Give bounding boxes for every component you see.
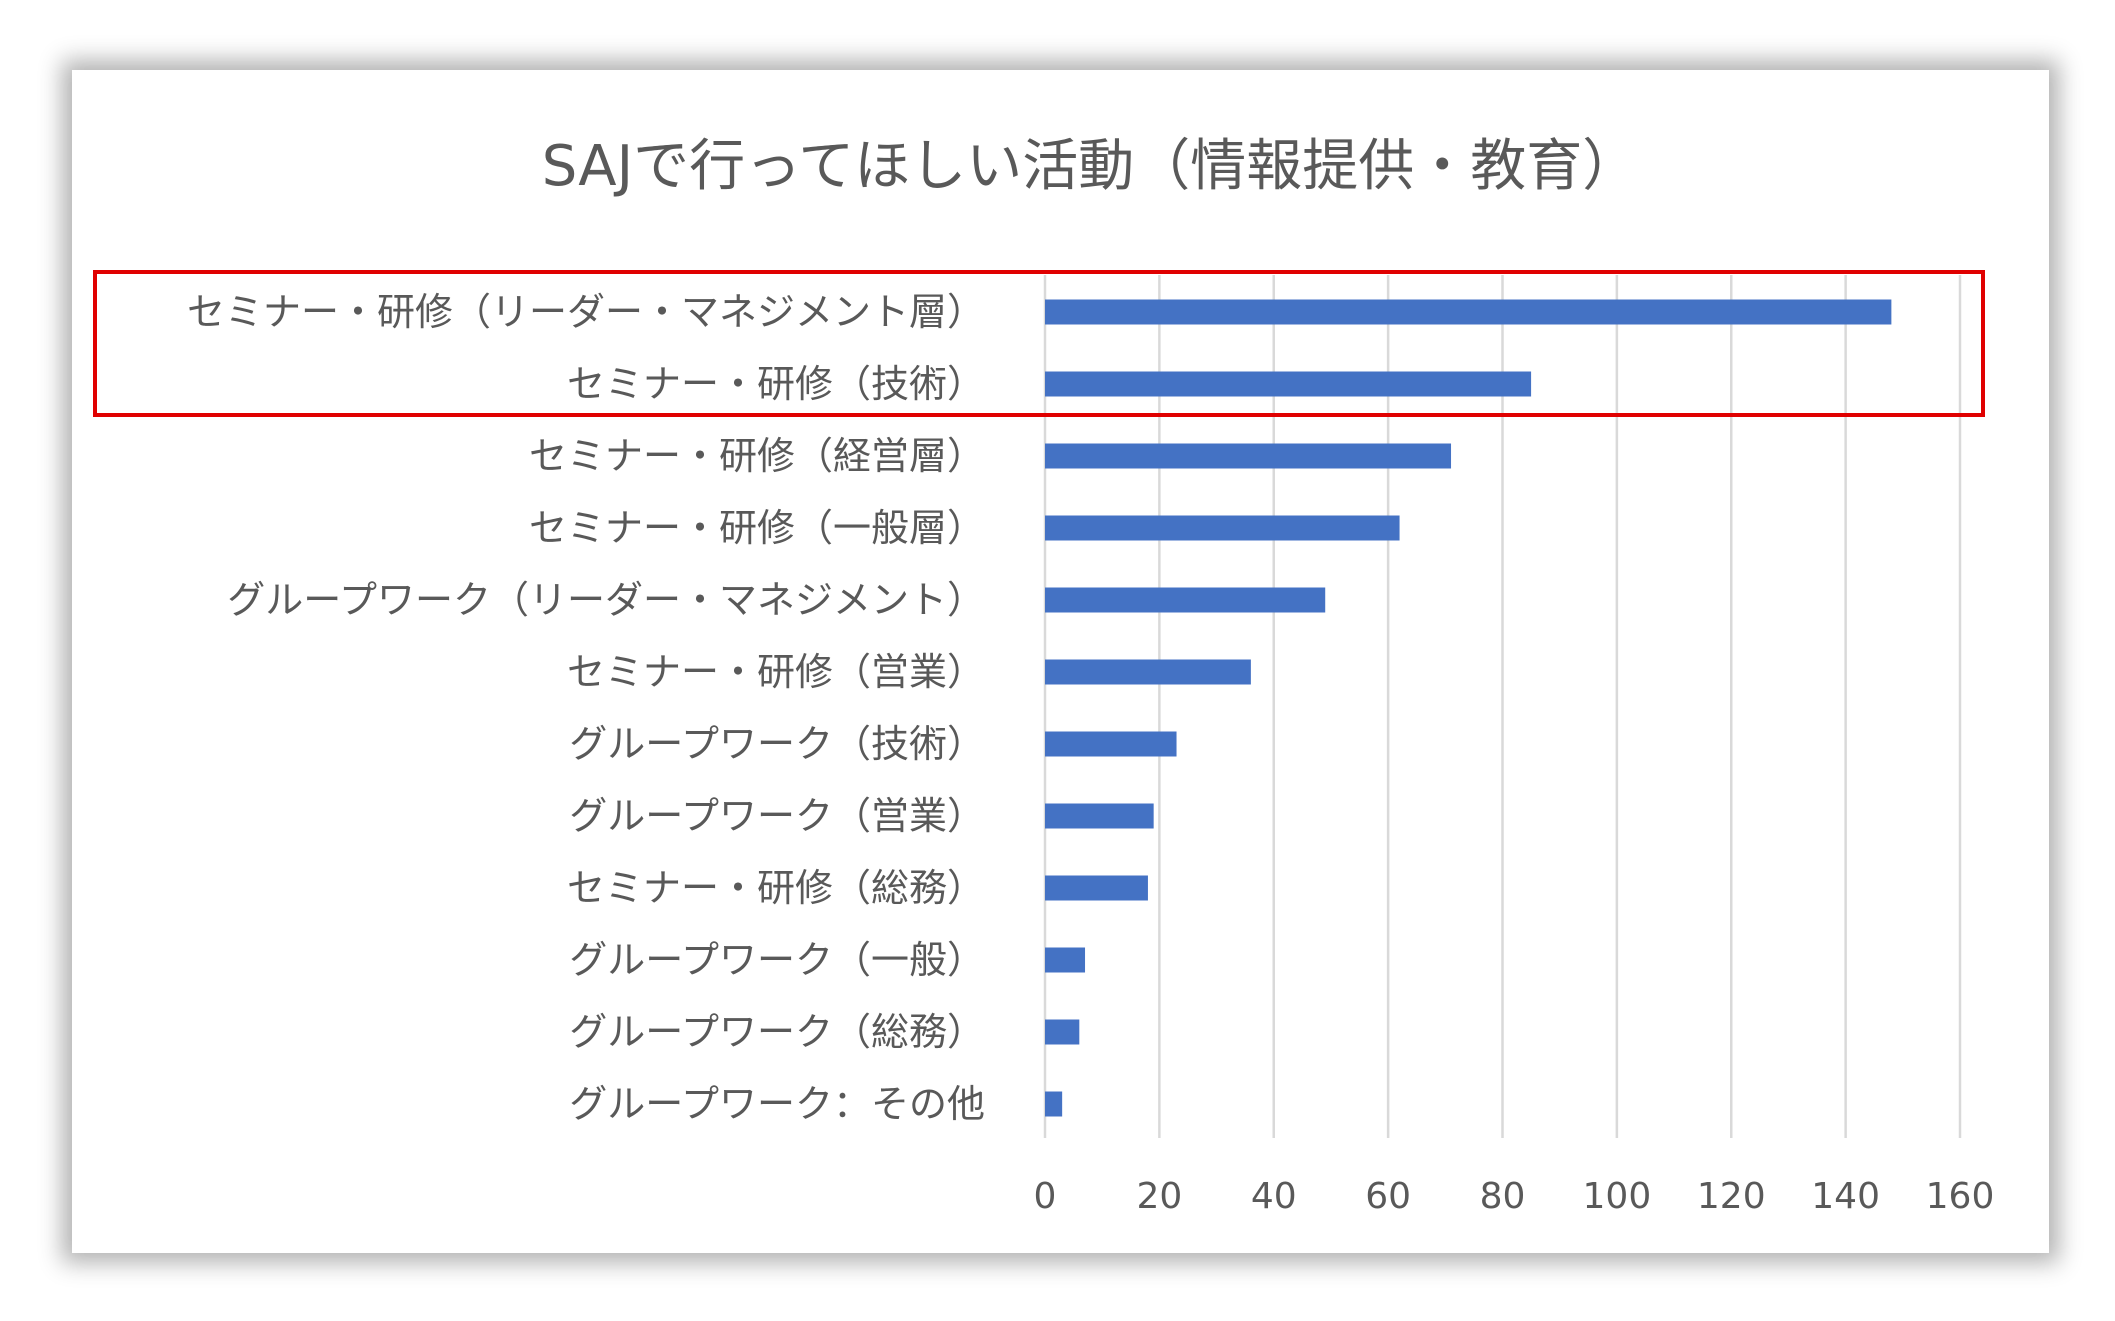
x-tick-label: 20 (1136, 1176, 1182, 1217)
bar (1045, 443, 1452, 469)
category-label: セミナー・研修（技術） (567, 362, 985, 406)
x-tick-label: 120 (1697, 1176, 1766, 1217)
bar (1045, 1019, 1080, 1045)
highlight-box (93, 270, 1985, 417)
x-tick-label: 0 (1034, 1176, 1057, 1217)
x-tick-label: 40 (1251, 1176, 1297, 1217)
x-tick-label: 100 (1583, 1176, 1652, 1217)
bar (1045, 587, 1326, 613)
chart-title: SAJで行ってほしい活動（情報提供・教育） (542, 134, 1639, 199)
bar (1045, 515, 1400, 541)
gridlines (1043, 275, 1962, 1138)
bar (1045, 1091, 1063, 1117)
category-label: セミナー・研修（総務） (567, 866, 985, 910)
x-tick-label: 140 (1811, 1176, 1880, 1217)
bar (1045, 731, 1177, 757)
x-tick-label: 80 (1480, 1176, 1526, 1217)
bar (1045, 803, 1154, 829)
category-label: グループワーク（リーダー・マネジメント） (227, 578, 985, 622)
x-tick-label: 60 (1365, 1176, 1411, 1217)
bar (1045, 875, 1148, 901)
bar (1045, 299, 1892, 325)
x-tick-label: 160 (1926, 1176, 1995, 1217)
category-label: セミナー・研修（営業） (567, 650, 985, 694)
category-label: セミナー・研修（一般層） (529, 506, 985, 550)
category-labels: セミナー・研修（リーダー・マネジメント層） セミナー・研修（技術） セミナー・研修（… (187, 290, 985, 1126)
category-label: セミナー・研修（リーダー・マネジメント層） (187, 290, 985, 334)
category-label: グループワーク（技術） (569, 722, 985, 766)
category-label: グループワーク（営業） (569, 794, 985, 838)
bar (1045, 659, 1251, 685)
bar (1045, 947, 1086, 973)
category-label: グループワーク（一般） (569, 938, 985, 982)
category-label: セミナー・研修（経営層） (529, 434, 985, 478)
bar (1045, 371, 1532, 397)
category-label: グループワーク：その他 (569, 1082, 985, 1126)
x-tick-labels: 0 20 40 60 80 100 120 140 160 (1034, 1176, 1995, 1217)
category-label: グループワーク（総務） (569, 1010, 985, 1054)
bars (1045, 299, 1892, 1117)
